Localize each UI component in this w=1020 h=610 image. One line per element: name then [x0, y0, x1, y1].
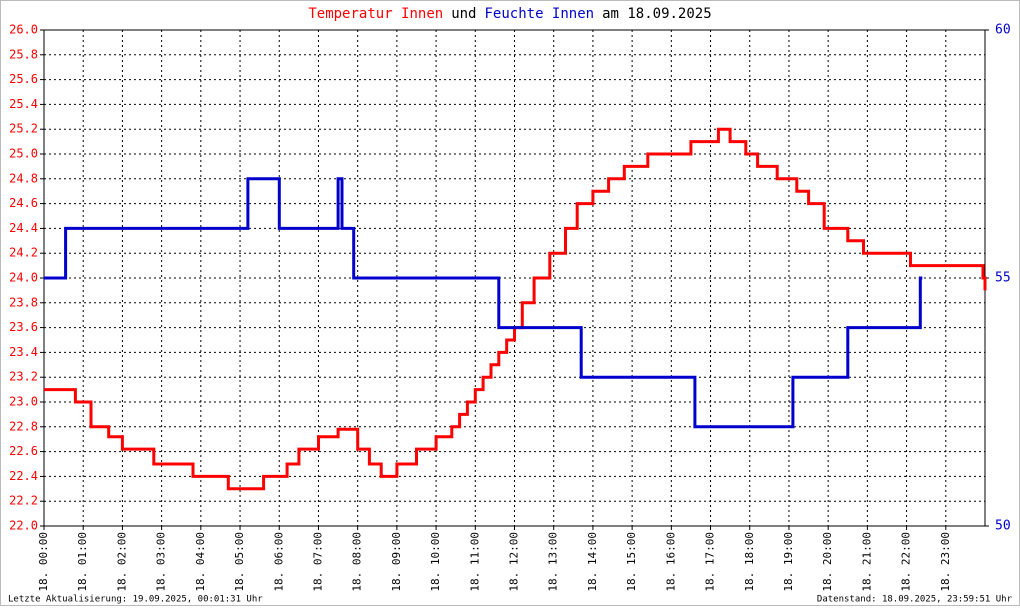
x-tick-label: 18. 19:00: [782, 532, 795, 592]
y-tick-label: 23.0: [9, 395, 38, 409]
x-tick-label: 18. 16:00: [664, 532, 677, 592]
x-tick-label: 18. 18:00: [743, 532, 756, 592]
x-tick-label: 18. 21:00: [860, 532, 873, 592]
x-tick-label: 18. 13:00: [547, 532, 560, 592]
x-tick-label: 18. 17:00: [704, 532, 717, 592]
title-part: Feuchte Innen: [485, 6, 595, 22]
x-tick-label: 18. 07:00: [311, 532, 324, 592]
title-part: am 18.09.2025: [602, 6, 712, 22]
x-tick-label: 18. 22:00: [900, 532, 913, 592]
series-line: [44, 177, 923, 429]
y-tick-label: 23.2: [9, 370, 38, 384]
y-tick-label: 22.8: [9, 419, 38, 433]
x-tick-label: 18. 11:00: [468, 532, 481, 592]
y2-tick-label: 50: [995, 519, 1011, 534]
y-tick-label: 22.0: [9, 519, 38, 533]
series-line: [44, 127, 987, 491]
y-tick-label: 23.4: [9, 345, 38, 359]
footer-right: Datenstand: 18.09.2025, 23:59:51 Uhr: [817, 595, 1013, 605]
x-tick-label: 18. 15:00: [625, 532, 638, 592]
y-tick-label: 24.6: [9, 196, 38, 210]
y-tick-label: 22.4: [9, 469, 38, 483]
title-part: und: [451, 6, 476, 22]
x-tick-label: 18. 04:00: [194, 532, 207, 592]
y-tick-label: 25.8: [9, 47, 38, 61]
x-tick-label: 18. 02:00: [115, 532, 128, 592]
y-tick-label: 24.2: [9, 246, 38, 260]
title-part: Temperatur Innen: [308, 6, 443, 22]
y-tick-label: 24.4: [9, 221, 38, 235]
x-tick-label: 18. 10:00: [429, 532, 442, 592]
y-tick-label: 23.6: [9, 320, 38, 334]
y-tick-label: 25.2: [9, 122, 38, 136]
x-tick-label: 18. 14:00: [586, 532, 599, 592]
footer-left: Letzte Aktualisierung: 19.09.2025, 00:01…: [8, 595, 263, 605]
y-tick-label: 23.8: [9, 295, 38, 309]
y-tick-label: 25.0: [9, 147, 38, 161]
y-tick-label: 22.6: [9, 444, 38, 458]
x-tick-label: 18. 05:00: [233, 532, 246, 592]
y-tick-label: 24.0: [9, 271, 38, 285]
x-tick-label: 18. 09:00: [390, 532, 403, 592]
y-tick-label: 26.0: [9, 23, 38, 37]
y-tick-label: 24.8: [9, 171, 38, 185]
y-tick-label: 25.6: [9, 72, 38, 86]
y2-tick-label: 55: [995, 271, 1011, 286]
x-tick-label: 18. 23:00: [939, 532, 952, 592]
x-tick-label: 18. 12:00: [508, 532, 521, 592]
x-tick-label: 18. 06:00: [272, 532, 285, 592]
y2-tick-label: 60: [995, 23, 1011, 38]
x-tick-label: 18. 08:00: [351, 532, 364, 592]
y-tick-label: 25.4: [9, 97, 38, 111]
x-tick-label: 18. 20:00: [821, 532, 834, 592]
x-tick-label: 18. 00:00: [37, 532, 50, 592]
x-tick-label: 18. 03:00: [155, 532, 168, 592]
chart-title: Temperatur Innen und Feuchte Innen am 18.09…: [308, 6, 711, 22]
y-tick-label: 22.2: [9, 494, 38, 508]
x-tick-label: 18. 01:00: [76, 532, 89, 592]
